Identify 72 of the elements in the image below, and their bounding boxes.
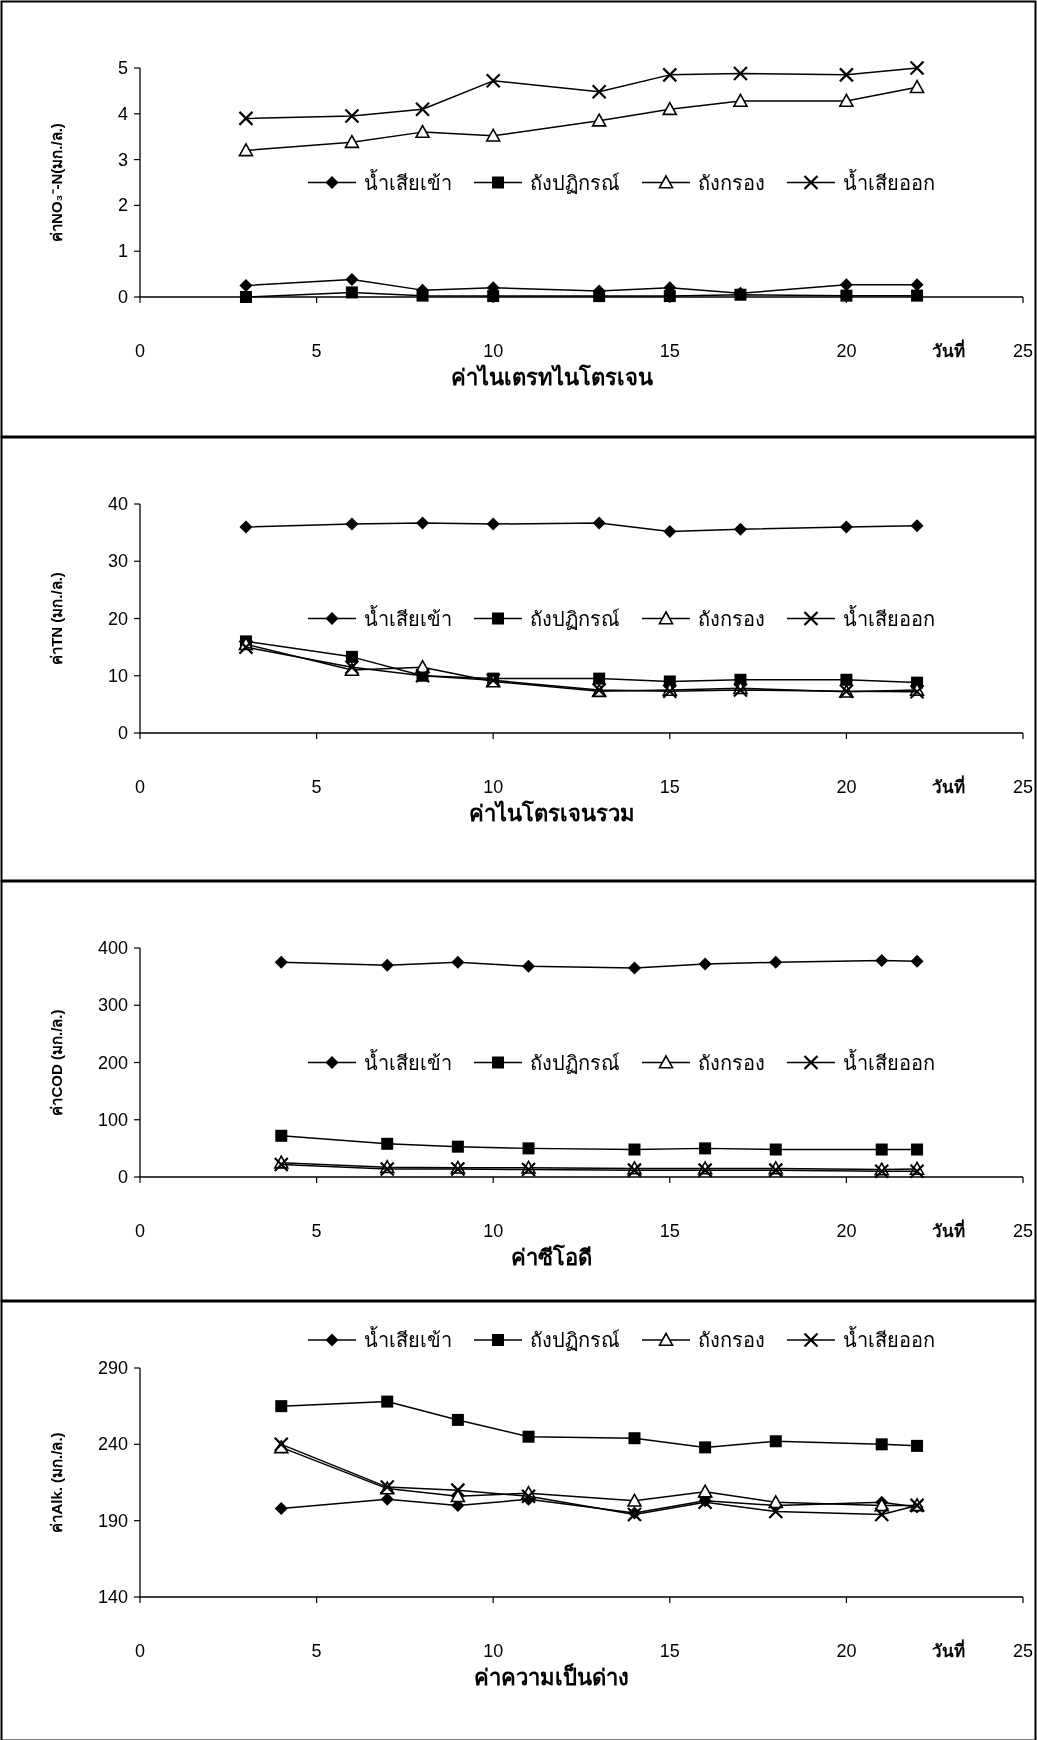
legend-label: น้ำเสียออก (843, 1048, 935, 1074)
y-axis-title: ค่าNO₃⁻-N(มก./ล.) (48, 123, 65, 242)
y-tick-label: 0 (117, 287, 128, 307)
legend-label: น้ำเสียเข้า (364, 168, 452, 194)
legend-label: ถังปฏิกรณ์ (530, 171, 620, 194)
x-tick-label: 15 (659, 777, 680, 797)
x-tick-label: 20 (836, 1641, 857, 1661)
y-tick-label: 0 (117, 1167, 128, 1187)
y-tick-label: 1 (117, 241, 128, 262)
x-tick-label: 0 (134, 1221, 146, 1241)
x-axis-title: วันที่ (932, 339, 966, 361)
text: ค่าซีโอดี (511, 1244, 592, 1270)
x-tick-label: 5 (311, 777, 322, 797)
legend-label: น้ำเสียเข้า (364, 1326, 452, 1351)
x-tick-label: 10 (483, 777, 504, 797)
legend-label: น้ำเสียเข้า (364, 1048, 452, 1074)
legend-label: ถังกรอง (698, 607, 765, 630)
y-tick-label: 3 (117, 149, 128, 170)
x-tick-label: 20 (836, 341, 857, 361)
legend-label: ถังปฏิกรณ์ (530, 1051, 620, 1074)
x-tick-label: 25 (1012, 777, 1034, 797)
y-tick-label: 140 (97, 1587, 128, 1607)
y-tick-label: 40 (107, 494, 128, 514)
x-tick-label: 0 (134, 1641, 146, 1661)
x-tick-label: 0 (134, 777, 146, 797)
y-tick-label: 5 (117, 58, 128, 78)
y-tick-label: 290 (97, 1358, 128, 1378)
x-tick-label: 25 (1012, 1641, 1034, 1661)
y-tick-label: 0 (117, 723, 128, 743)
y-tick-label: 400 (97, 938, 128, 958)
x-tick-label: 20 (836, 1221, 857, 1241)
x-tick-label: 10 (483, 1641, 504, 1661)
legend-label: ถังกรอง (698, 1051, 765, 1074)
x-tick-label: 5 (311, 1641, 322, 1661)
text: ค่าความเป็นด่าง (474, 1663, 629, 1690)
x-tick-label: 10 (483, 1221, 504, 1241)
y-tick-label: 10 (107, 665, 128, 686)
y-axis-title: ค่าCOD (มก./ล.) (48, 1009, 65, 1116)
y-tick-label: 240 (97, 1434, 128, 1455)
text: ค่าไนเตรทไนโตรเจน (450, 364, 653, 390)
y-tick-label: 100 (97, 1109, 128, 1130)
y-tick-label: 2 (117, 195, 128, 216)
x-axis-title: วันที่ (932, 1639, 966, 1661)
y-tick-label: 30 (107, 551, 128, 572)
legend-label: น้ำเสียออก (843, 168, 935, 194)
x-tick-label: 25 (1012, 341, 1034, 361)
x-tick-label: 0 (134, 341, 146, 361)
y-tick-label: 4 (117, 103, 128, 124)
x-tick-label: 5 (311, 341, 322, 361)
y-axis-title: ค่าAlk. (มก./ล.) (48, 1432, 65, 1533)
y-tick-label: 200 (97, 1052, 128, 1073)
legend-label: น้ำเสียออก (843, 1326, 935, 1351)
legend-label: ถังปฏิกรณ์ (530, 1329, 620, 1351)
text: ค่าไนโตรเจนรวม (468, 800, 635, 826)
x-tick-label: 20 (836, 777, 857, 797)
x-tick-label: 10 (483, 341, 504, 361)
x-axis-title: วันที่ (932, 775, 966, 797)
legend-label: ถังกรอง (698, 171, 765, 194)
legend-label: ถังปฏิกรณ์ (530, 607, 620, 630)
y-tick-label: 300 (97, 995, 128, 1016)
legend-label: น้ำเสียเข้า (364, 604, 452, 630)
x-tick-label: 15 (659, 341, 680, 361)
x-axis-title: วันที่ (932, 1219, 966, 1241)
y-tick-label: 190 (97, 1510, 128, 1531)
x-tick-label: 5 (311, 1221, 322, 1241)
x-tick-label: 25 (1012, 1221, 1034, 1241)
y-tick-label: 20 (107, 608, 128, 629)
x-tick-label: 15 (659, 1641, 680, 1661)
x-tick-label: 15 (659, 1221, 680, 1241)
legend-label: น้ำเสียออก (843, 604, 935, 630)
legend-label: ถังกรอง (698, 1329, 765, 1351)
y-axis-title: ค่าTN (มก./ล.) (48, 572, 65, 665)
